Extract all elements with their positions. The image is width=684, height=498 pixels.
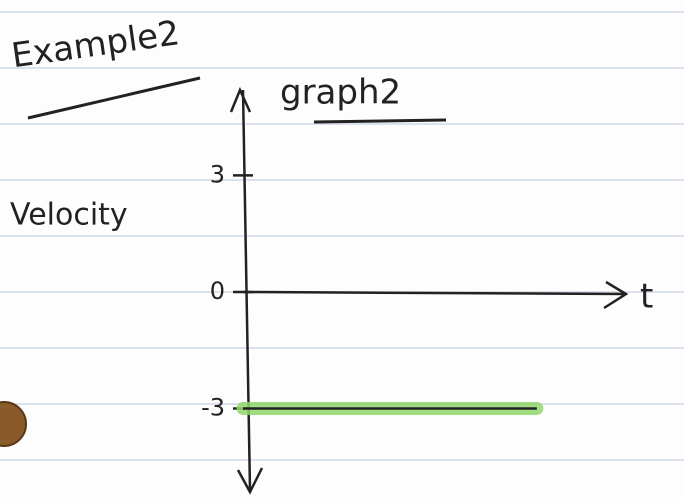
heading-underline <box>27 76 201 120</box>
y-axis-label: Velocity <box>10 198 128 233</box>
y-tick-label: -3 <box>201 393 225 421</box>
y-tick-label: 0 <box>210 277 225 305</box>
x-axis-label: t <box>640 277 653 317</box>
chart-title: graph2 <box>280 73 401 113</box>
title-underline <box>313 118 447 124</box>
coin <box>0 401 27 447</box>
y-tick-label: 3 <box>210 160 225 188</box>
axes <box>229 86 629 495</box>
heading: Example2 <box>9 13 182 76</box>
